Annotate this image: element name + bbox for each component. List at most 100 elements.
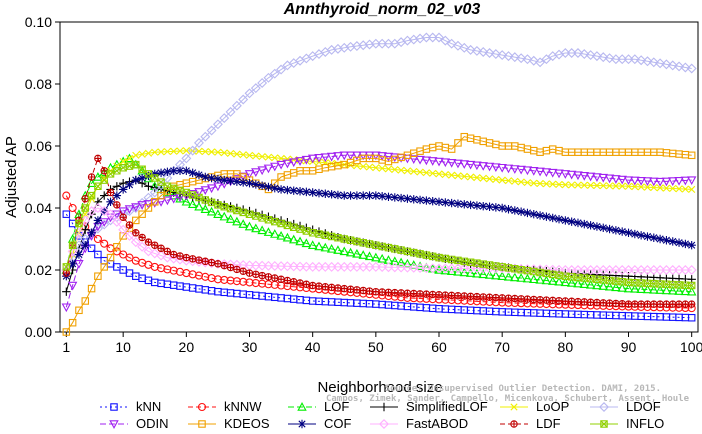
data-point-loop xyxy=(208,148,216,156)
data-point-ldof xyxy=(225,106,236,117)
data-point-loop xyxy=(435,170,443,178)
data-point-fastabod xyxy=(554,264,565,275)
data-point-ldf xyxy=(498,294,506,302)
data-point-odin xyxy=(541,168,552,177)
data-point-lof xyxy=(99,167,109,177)
data-point-ldf xyxy=(315,282,323,290)
data-point-ldf xyxy=(599,299,607,307)
data-point-loop xyxy=(643,183,652,191)
data-point-cof xyxy=(479,201,488,211)
data-point-odin xyxy=(168,194,179,204)
data-point-odin xyxy=(446,158,457,168)
data-point-odin xyxy=(636,176,646,186)
data-point-ldf xyxy=(384,288,393,296)
legend-label-lof: LOF xyxy=(324,399,349,414)
data-point-loop xyxy=(391,165,399,174)
data-point-ldf xyxy=(176,252,184,260)
data-point-cof xyxy=(106,197,115,206)
data-point-lof xyxy=(200,204,211,213)
legend-item-loop: LoOP xyxy=(500,399,569,414)
data-point-cof xyxy=(655,234,665,244)
data-point-lof xyxy=(598,281,608,290)
legend-marker-knn xyxy=(110,403,118,411)
data-point-loop xyxy=(574,181,582,189)
data-point-fastabod xyxy=(250,260,261,271)
data-point-cof xyxy=(93,216,103,225)
data-point-odin xyxy=(263,164,274,174)
data-point-odin xyxy=(276,160,286,170)
data-point-lof xyxy=(491,270,501,280)
data-point-fastabod xyxy=(295,261,306,272)
data-point-cof xyxy=(441,198,450,207)
data-point-knnw xyxy=(93,234,102,244)
data-point-fastabod xyxy=(402,262,413,273)
data-point-knnw xyxy=(258,279,267,288)
data-point-knnw xyxy=(119,250,128,259)
data-point-loop xyxy=(555,180,563,189)
data-point-lof xyxy=(465,268,476,277)
data-point-odin xyxy=(440,158,451,168)
data-point-loop xyxy=(536,179,544,188)
data-point-knnw xyxy=(239,277,248,286)
data-point-ldf xyxy=(214,260,222,268)
data-point-cof xyxy=(617,227,627,236)
data-point-kdeos xyxy=(132,216,140,225)
data-point-fastabod xyxy=(105,209,116,220)
data-point-lof xyxy=(535,274,545,284)
legend-label-kdeos: KDEOS xyxy=(224,416,270,431)
data-point-fastabod xyxy=(111,216,122,227)
data-point-ldf xyxy=(441,291,450,299)
data-point-ldf xyxy=(151,241,159,249)
data-point-ldf xyxy=(378,288,386,296)
data-point-ldof xyxy=(269,68,280,79)
data-point-fastabod xyxy=(99,206,110,217)
data-point-ldf xyxy=(359,286,367,295)
data-point-knnw xyxy=(232,277,241,286)
data-point-ldof xyxy=(250,83,261,94)
data-point-cof xyxy=(535,211,545,220)
data-point-lof xyxy=(263,227,274,236)
x-tick-label: 90 xyxy=(621,339,637,355)
data-point-odin xyxy=(301,155,312,165)
data-point-kdeos xyxy=(113,243,121,251)
data-point-loop xyxy=(656,184,664,192)
data-point-loop xyxy=(454,172,462,180)
data-point-lof xyxy=(541,275,552,285)
data-point-cof xyxy=(112,191,122,200)
data-point-ldof xyxy=(655,58,666,69)
data-point-fastabod xyxy=(415,263,426,273)
data-point-inflo xyxy=(113,167,121,175)
data-point-ldf xyxy=(567,297,576,305)
data-point-loop xyxy=(239,151,247,159)
data-point-loop xyxy=(144,149,153,157)
data-point-ldf xyxy=(422,290,431,298)
data-point-lof xyxy=(604,281,615,291)
data-point-knnw xyxy=(251,278,260,288)
data-point-lof xyxy=(320,242,331,252)
legend-marker-cof xyxy=(297,419,307,429)
data-point-loop xyxy=(542,180,550,188)
data-point-lof xyxy=(649,284,659,294)
data-point-fastabod xyxy=(118,224,129,235)
data-point-ldof xyxy=(490,49,501,60)
data-point-ldf xyxy=(473,292,481,301)
data-point-ldf xyxy=(612,299,620,308)
data-point-fastabod xyxy=(130,237,141,248)
data-point-odin xyxy=(510,165,520,174)
data-point-loop xyxy=(498,176,506,184)
data-point-loop xyxy=(271,154,279,162)
data-point-ldof xyxy=(452,40,463,51)
data-point-lof xyxy=(377,253,387,263)
data-point-ldf xyxy=(239,267,247,275)
data-point-inflo xyxy=(125,162,134,170)
data-point-lof xyxy=(459,267,470,277)
data-point-knnw xyxy=(100,239,109,248)
data-point-odin xyxy=(143,200,154,209)
data-point-loop xyxy=(233,150,241,158)
data-point-ldof xyxy=(257,77,268,88)
data-point-odin xyxy=(585,172,596,182)
data-point-odin xyxy=(383,152,394,162)
data-point-cof xyxy=(384,192,393,202)
data-point-cof xyxy=(460,200,469,209)
data-point-lof xyxy=(257,225,267,235)
